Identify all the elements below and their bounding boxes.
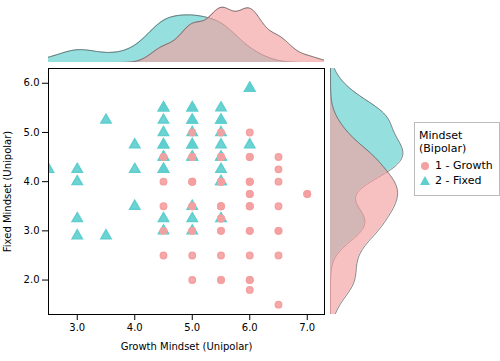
svg-text:7.0: 7.0 [299, 322, 315, 333]
svg-text:Growth Mindset (Unipolar): Growth Mindset (Unipolar) [121, 341, 253, 352]
html-text:Mindset (Bipolar): Mindset (Bipolar) [419, 129, 467, 155]
svg-text:6.0: 6.0 [242, 322, 258, 333]
html-text:2 - Fixed: 2 - Fixed [435, 174, 482, 187]
svg-text:4.0: 4.0 [127, 322, 143, 333]
html-text:1 - Growth: 1 - Growth [435, 159, 493, 172]
svg-text:2.0: 2.0 [24, 274, 40, 285]
svg-text:4.0: 4.0 [24, 176, 40, 187]
svg-text:5.0: 5.0 [184, 322, 200, 333]
svg-text:Fixed Mindset (Unipolar): Fixed Mindset (Unipolar) [2, 131, 13, 252]
svg-text:6.0: 6.0 [24, 77, 40, 88]
svg-text:3.0: 3.0 [69, 322, 85, 333]
svg-text:5.0: 5.0 [24, 127, 40, 138]
svg-text:3.0: 3.0 [24, 225, 40, 236]
